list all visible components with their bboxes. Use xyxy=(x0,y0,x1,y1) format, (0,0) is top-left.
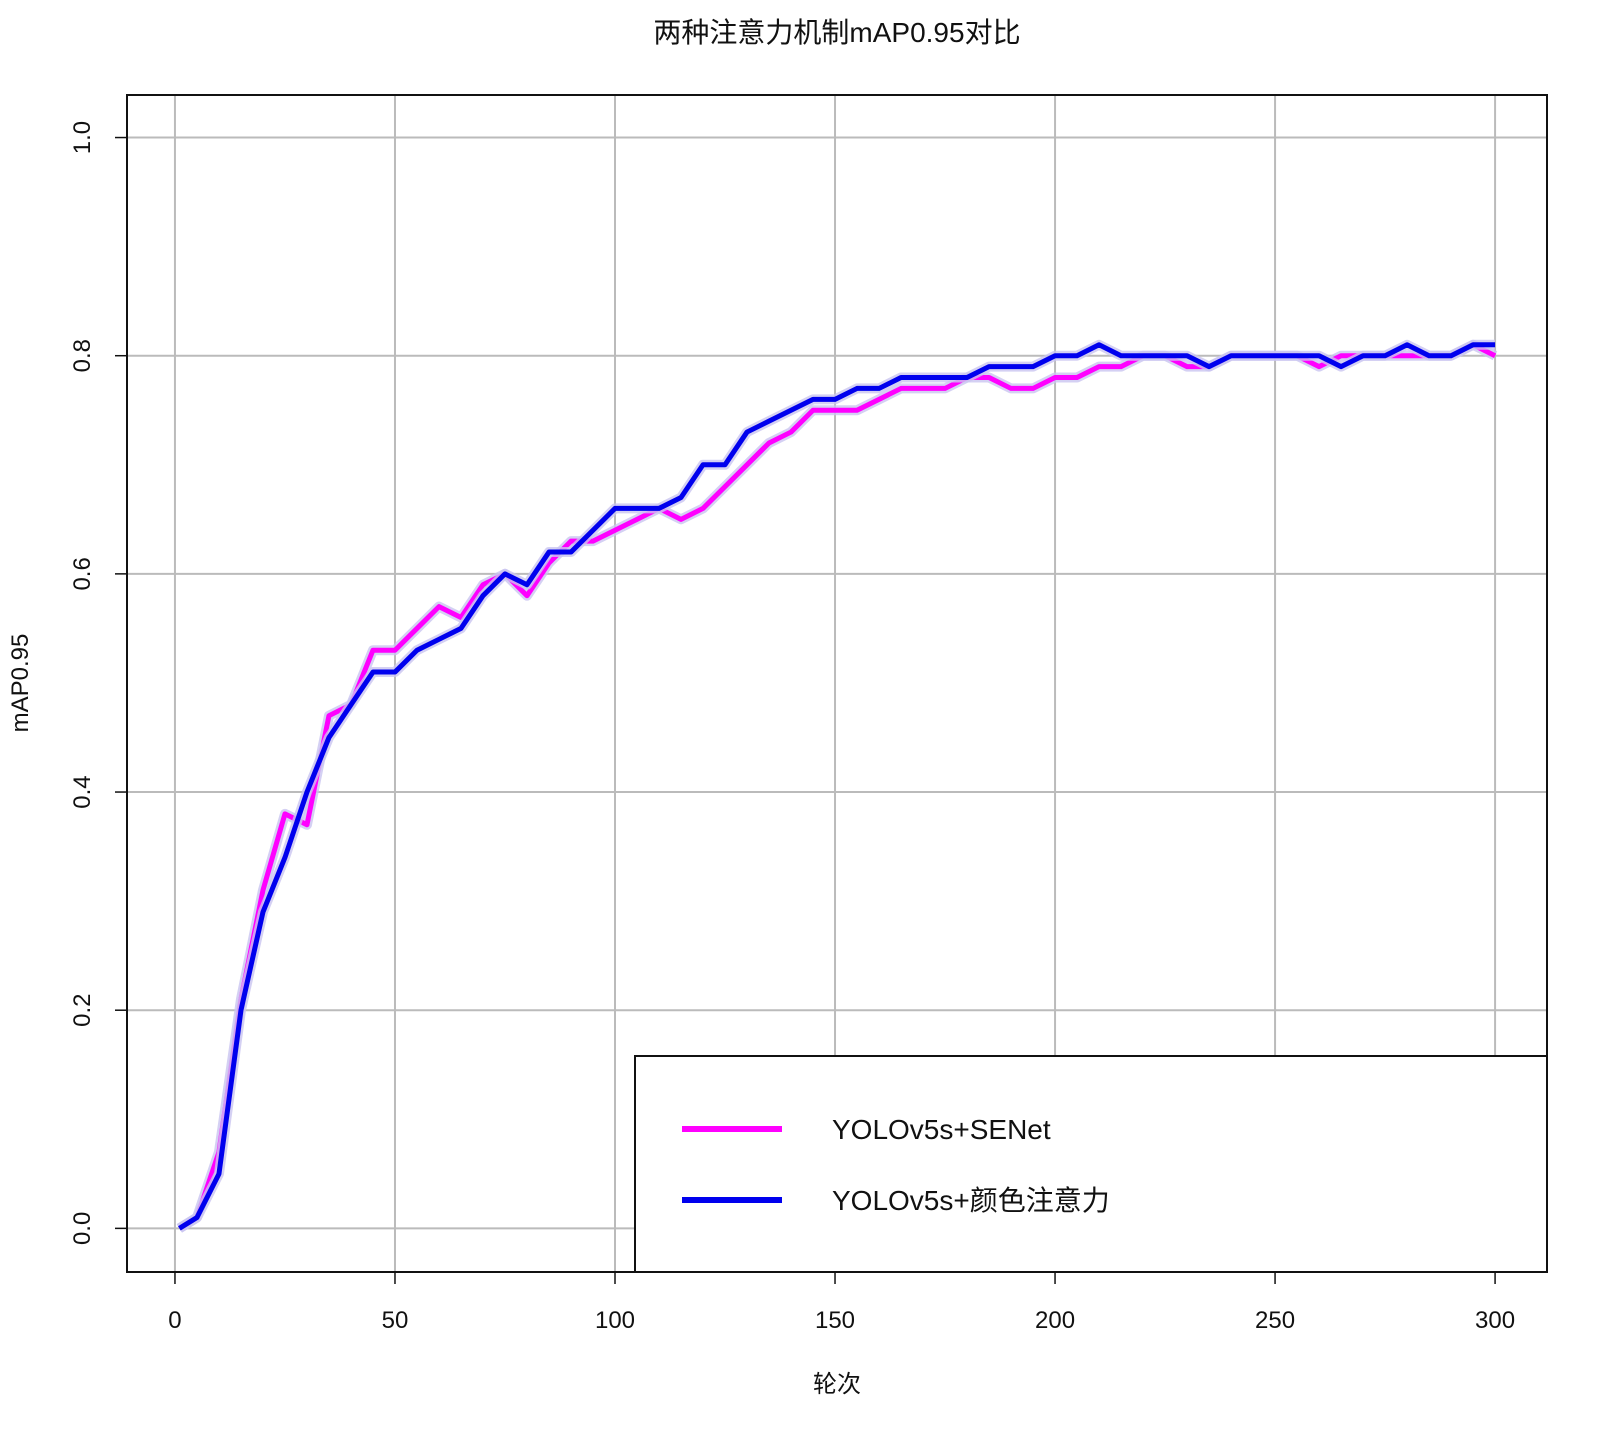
y-tick-label: 1.0 xyxy=(69,121,96,154)
x-tick-label: 100 xyxy=(595,1307,635,1334)
y-tick-label: 0.6 xyxy=(69,557,96,590)
x-tick-label: 150 xyxy=(815,1307,855,1334)
y-tick-label: 0.0 xyxy=(69,1212,96,1245)
y-tick-label: 0.2 xyxy=(69,994,96,1027)
chart-title: 两种注意力机制mAP0.95对比 xyxy=(653,17,1020,48)
x-tick-label: 300 xyxy=(1475,1307,1515,1334)
legend-box xyxy=(634,1055,1548,1273)
x-tick-label: 250 xyxy=(1255,1307,1295,1334)
y-tick-label: 0.8 xyxy=(69,339,96,372)
y-axis-label: mAP0.95 xyxy=(7,634,34,733)
legend-label: YOLOv5s+SENet xyxy=(832,1114,1051,1145)
x-axis-label: 轮次 xyxy=(813,1371,861,1398)
x-tick-label: 0 xyxy=(168,1307,181,1334)
y-tick-label: 0.4 xyxy=(69,775,96,808)
legend-label: YOLOv5s+颜色注意力 xyxy=(832,1185,1110,1216)
x-tick-label: 200 xyxy=(1035,1307,1075,1334)
x-tick-label: 50 xyxy=(382,1307,409,1334)
line xyxy=(178,342,1496,1231)
